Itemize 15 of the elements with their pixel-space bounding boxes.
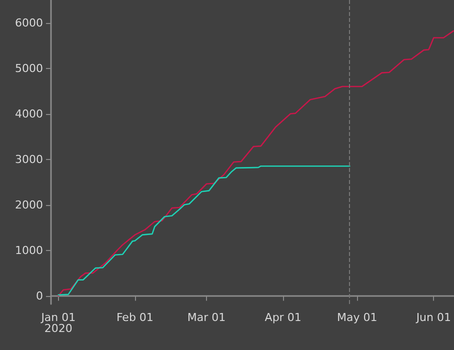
x-tick-label: Apr 01 <box>264 311 302 324</box>
x-tick-label: May 01 <box>337 311 378 324</box>
y-tick-label: 1000 <box>15 244 43 257</box>
x-tick-label: Jun 01 <box>415 311 452 324</box>
y-tick-label: 0 <box>36 289 43 302</box>
x-tick-label: Feb 01 <box>116 311 154 324</box>
x-tick-label: Mar 01 <box>187 311 226 324</box>
y-tick-label: 4000 <box>15 107 43 120</box>
line-series <box>58 165 350 296</box>
y-tick-label: 5000 <box>15 62 43 75</box>
y-tick-label: 2000 <box>15 198 43 212</box>
line-series <box>58 30 454 296</box>
y-tick-label: 6000 <box>15 16 43 30</box>
x-tick-label: Jan 01 2020 <box>40 311 76 335</box>
y-tick-label: 3000 <box>15 152 43 166</box>
